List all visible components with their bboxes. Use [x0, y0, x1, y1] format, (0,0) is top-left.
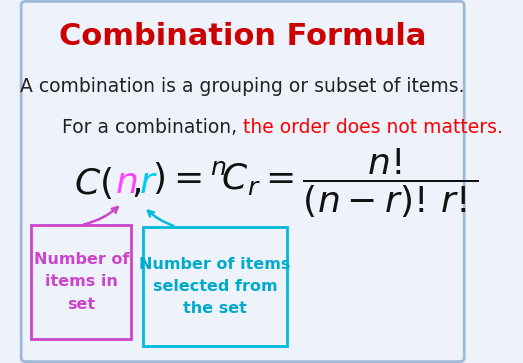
Text: For a combination,: For a combination,	[62, 118, 243, 137]
Text: the order does not matters.: the order does not matters.	[243, 118, 503, 137]
Text: $,$: $,$	[131, 166, 141, 200]
Text: $C($: $C($	[74, 165, 112, 201]
Text: A combination is a grouping or subset of items.: A combination is a grouping or subset of…	[20, 77, 465, 95]
Text: $n$: $n$	[115, 166, 138, 200]
Text: Combination Formula: Combination Formula	[59, 23, 426, 52]
FancyBboxPatch shape	[143, 227, 287, 346]
FancyBboxPatch shape	[21, 1, 464, 362]
FancyBboxPatch shape	[31, 225, 131, 339]
Text: Number of
items in
set: Number of items in set	[33, 252, 129, 311]
Text: $) = {}^{n}\!C_{r} = \dfrac{n!}{(n-r)!\,r!}$: $) = {}^{n}\!C_{r} = \dfrac{n!}{(n-r)!\,…	[152, 147, 479, 220]
Text: Number of items
selected from
the set: Number of items selected from the set	[139, 257, 291, 316]
Text: $r$: $r$	[139, 166, 158, 200]
